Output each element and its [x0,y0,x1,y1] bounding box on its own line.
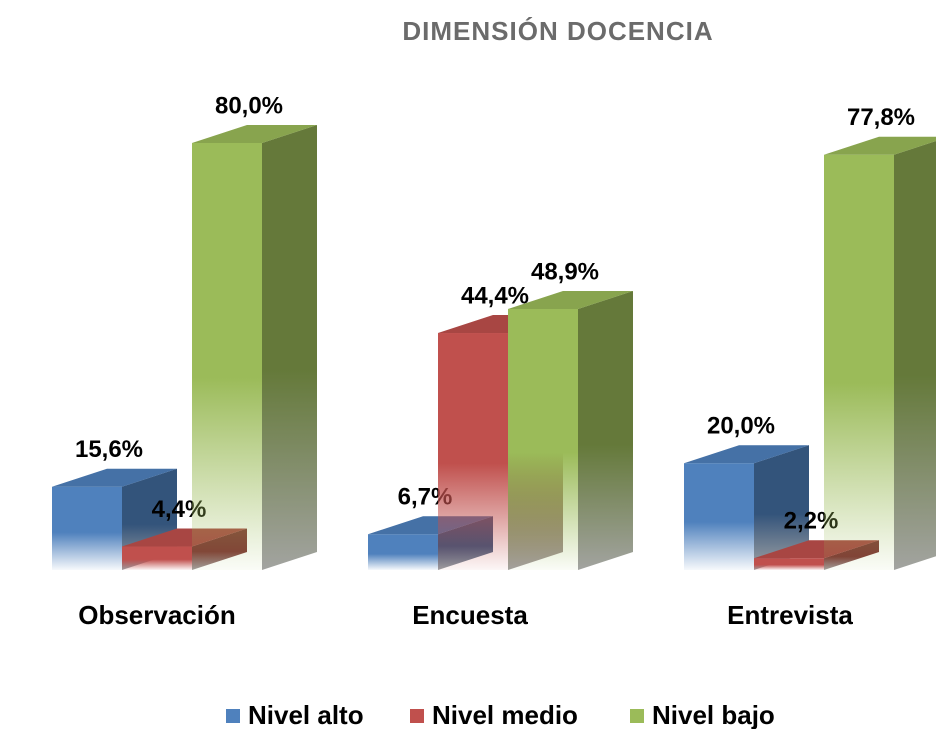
bar [438,333,508,570]
bar-top [508,290,633,309]
legend-label: Nivel medio [432,700,578,729]
bar-top-shade [824,136,936,155]
bar-side-shade [578,290,633,570]
bar-side-shade [894,140,936,570]
bar-side-shade [262,125,317,570]
bar [52,486,122,570]
chart-title: DIMENSIÓN DOCENCIA [402,16,713,46]
x-tick-label: Entrevista [727,600,853,630]
bar [122,546,192,570]
legend-label: Nivel bajo [652,700,775,729]
bar-side [754,445,809,570]
x-tick-label: Observación [78,600,236,630]
bar-top [824,136,936,155]
value-label: 20,0% [707,413,775,440]
bar [824,154,894,570]
x-tick-label: Encuesta [412,600,528,630]
bar-top-shade [684,445,809,464]
bar-top [192,125,317,143]
legend-swatch [630,709,644,723]
bar [684,463,754,570]
value-label: 77,8% [847,104,915,131]
value-label: 48,9% [531,258,599,285]
bar-top-shade [192,125,317,143]
legend-label: Nivel alto [248,700,364,729]
bar [754,558,824,570]
value-label: 44,4% [461,282,529,309]
bar-side [262,125,317,570]
bar-top [684,445,809,464]
bar-side [578,290,633,570]
bar [192,143,262,570]
bar-side-shade [754,445,809,570]
legend-swatch [226,709,240,723]
value-label: 80,0% [215,92,283,119]
bar-top [52,468,177,487]
legend-swatch [410,709,424,723]
bar [508,308,578,570]
bar-top-shade [508,290,633,309]
bar-side [894,140,936,570]
bar [368,534,438,570]
bar-top-shade [52,468,177,487]
value-label: 15,6% [75,436,143,463]
